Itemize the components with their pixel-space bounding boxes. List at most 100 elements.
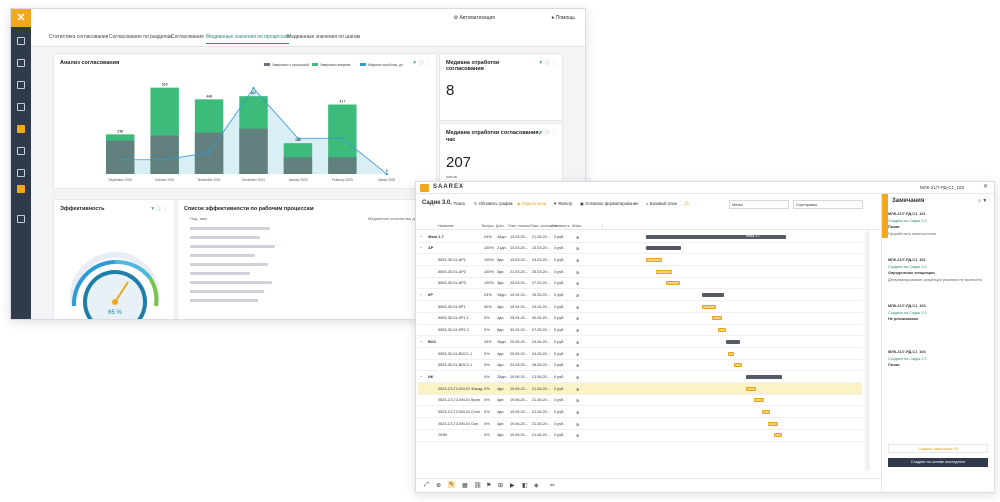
gantt-bar[interactable] [734,363,742,368]
tab-median-steps[interactable]: Медианные значения по шагам [287,34,361,40]
table-row[interactable]: 5593-30-01-ВОС2.1 0% 4дн. 24.05.20... 28.05.… [418,360,862,372]
table-row[interactable]: − Фаза 1.7 24% 45дн. 13.03.20... 21.06.20... 0… [418,231,862,243]
note-item[interactable]: МЛК-21/7-РД-С1_103 Создано на Садик 2.0 Не… [888,304,988,324]
note-item[interactable]: МЛК-21/7-РД-С1_102 Создано на Садик 2.0 Оп… [888,258,988,284]
warning-icon[interactable]: ⚠ [684,201,690,207]
bar-overdue[interactable] [328,157,357,174]
table-row[interactable]: 5593-30-01-КР2.2 0% 5дн. 30.04.20... 07.05.2… [418,325,862,337]
row-settings-icon[interactable]: ✲ [576,235,580,240]
search-button[interactable]: ⌕ Поиск [450,201,466,206]
list-item[interactable] [190,263,268,266]
notes-actions[interactable]: ⌕ ▼ ⋮ [978,198,990,204]
list-item[interactable] [190,245,275,248]
table-row[interactable]: − ВОС 33% 26дн. 20.05.20... 24.06.20... 0 руб.… [418,336,862,348]
zoom-icon[interactable]: ⊕ [436,483,442,489]
tab-statistics[interactable]: Статистика согласования [49,34,109,40]
list-item[interactable] [190,299,258,302]
labels-select[interactable]: Метки [729,200,789,209]
bar-overdue[interactable] [150,135,179,175]
line-point[interactable] [207,151,211,154]
gantt-bar[interactable] [746,386,756,391]
conditional-format-button[interactable]: ▣ Условное форматирование [580,201,639,206]
row-settings-icon[interactable]: ✲ [576,411,580,415]
pencil-icon[interactable]: ✏ [550,483,556,489]
table-row[interactable]: ЭОМ 0% 4дн. 19.06.20... 21.06.20... 0 руб. ✲ [418,430,862,442]
table-row[interactable]: 5593-30-01-АР1 100% 9дн. 13.03.20... 24.03.2… [418,254,862,267]
table-row[interactable]: − АР 100% 21дн. 13.03.20... 13.03.20... 0 руб.… [418,243,862,255]
row-settings-icon[interactable]: ✲ [576,270,580,275]
gantt-bar[interactable] [774,433,782,438]
list-item[interactable] [190,254,255,257]
row-settings-icon[interactable]: ✲ [576,282,580,287]
link-icon[interactable]: ⛓ [474,483,482,489]
row-settings-icon[interactable]: ✲ [576,305,580,310]
gantt-bar[interactable] [754,398,764,403]
collapse-toggle[interactable]: − [420,293,423,297]
sidebar-table-icon[interactable] [17,147,25,155]
line-point[interactable] [385,172,388,176]
table-row[interactable]: − ИК 0% 25дн. 19.06.20... 21.06.20... 0 руб. ✲ [418,371,862,384]
list-item[interactable] [190,272,250,275]
gantt-bar[interactable] [768,421,778,426]
notes-tab[interactable] [882,194,888,238]
collapse-toggle[interactable]: − [420,246,423,251]
table-row[interactable]: 5593-30-01-ВОС1.1 0% 4дн. 20.05.20... 24.05.… [418,348,862,360]
tag-icon[interactable]: ◈ [534,483,539,489]
collapse-toggle[interactable]: − [420,339,423,344]
grid-icon[interactable]: ⊞ [498,483,504,489]
table-row[interactable]: − КР 24% 19дн. 19.04.20... 15.05.20... 0 руб. ✲ [418,290,862,302]
sidebar-chart-icon[interactable] [17,185,25,193]
gantt-bar[interactable] [656,269,672,274]
line-point[interactable] [163,158,166,161]
calendar-icon[interactable]: ▦ [462,483,468,489]
automation-link[interactable]: ⚙ Автоматизация [453,15,495,21]
row-settings-icon[interactable]: ✲ [576,375,580,380]
row-settings-icon[interactable]: ✲ [576,317,580,322]
gantt-bar[interactable] [728,351,734,356]
hide-milestones-button[interactable]: ◉ Скрыть вехи [517,201,547,206]
gantt-bar[interactable] [646,234,786,239]
card-actions[interactable]: ▼ ⓘ ⋮ [412,60,430,66]
table-row[interactable]: 0523-С3-Г2-КМ-01 Фасад 0% 4дн. 19.06.20... 2… [418,383,862,395]
bar-overdue[interactable] [239,128,268,174]
sidebar-nav-icon[interactable] [17,37,25,45]
gantt-bar[interactable] [646,257,662,262]
sidebar-doc-icon[interactable] [17,59,25,67]
gantt-bar[interactable] [746,374,782,379]
table-row[interactable]: 5593-30-01-КР1.1 0% 4дн. 25.04.20... 30.04.2… [418,313,862,325]
card-actions[interactable]: ▼ ⓘ ⋮ [538,60,556,66]
row-settings-icon[interactable]: ✲ [576,294,580,298]
table-row[interactable]: 0523-С3-Г2-КМ-01 Окн 0% 4дн. 19.06.20... 21.… [418,418,862,430]
app-logo[interactable]: ✕ [11,9,31,27]
row-settings-icon[interactable]: ✲ [576,399,580,404]
gantt-bar[interactable] [702,304,716,309]
gantt-bar[interactable] [726,339,740,344]
create-from-last-button[interactable]: Создать на основе последнего [888,458,988,467]
sidebar-settings-icon[interactable] [17,215,25,223]
table-row[interactable]: 5593-30-01-АР2 100% 5дн. 21.03.20... 25.03.2… [418,266,862,278]
create-note-button[interactable]: Создать замечание (0) [888,444,988,453]
expand-icon[interactable]: ⤢ [424,482,429,488]
gantt-bar[interactable] [712,316,722,321]
flag-icon[interactable]: ⚑ [486,483,492,489]
layers-icon[interactable]: ◧ [522,483,528,489]
sidebar-analytics-icon[interactable] [17,125,25,133]
table-row[interactable]: 5593-30-01-АР3 100% 3дн. 25.03.20... 27.03.2… [418,278,862,290]
row-settings-icon[interactable]: ✲ [576,247,580,252]
table-row[interactable]: 0523-С3-Г2-КМ-01 Стил 0% 4дн. 19.06.20... 21… [418,407,862,419]
filter-button[interactable]: ▼ Фильтр [553,201,573,206]
app-logo-icon[interactable] [420,184,429,192]
line-point[interactable] [119,158,122,161]
baseline-button[interactable]: ◐ Базовый план [646,201,678,206]
gantt-bar[interactable] [646,246,681,251]
tab-sections[interactable]: Согласование по разделам [109,34,173,40]
list-item[interactable] [190,290,264,293]
row-settings-icon[interactable]: ✲ [576,422,580,427]
sidebar-grid-icon[interactable] [17,169,25,177]
row-settings-icon[interactable]: ✲ [576,352,580,357]
row-settings-icon[interactable]: ✲ [576,258,580,263]
vertical-scrollbar[interactable] [865,231,870,471]
line-point[interactable] [252,87,255,90]
note-item[interactable]: МЛК-21/7-РД-С1_104 Создано на Садик 2.0 По… [888,350,988,370]
list-item[interactable] [190,227,270,230]
